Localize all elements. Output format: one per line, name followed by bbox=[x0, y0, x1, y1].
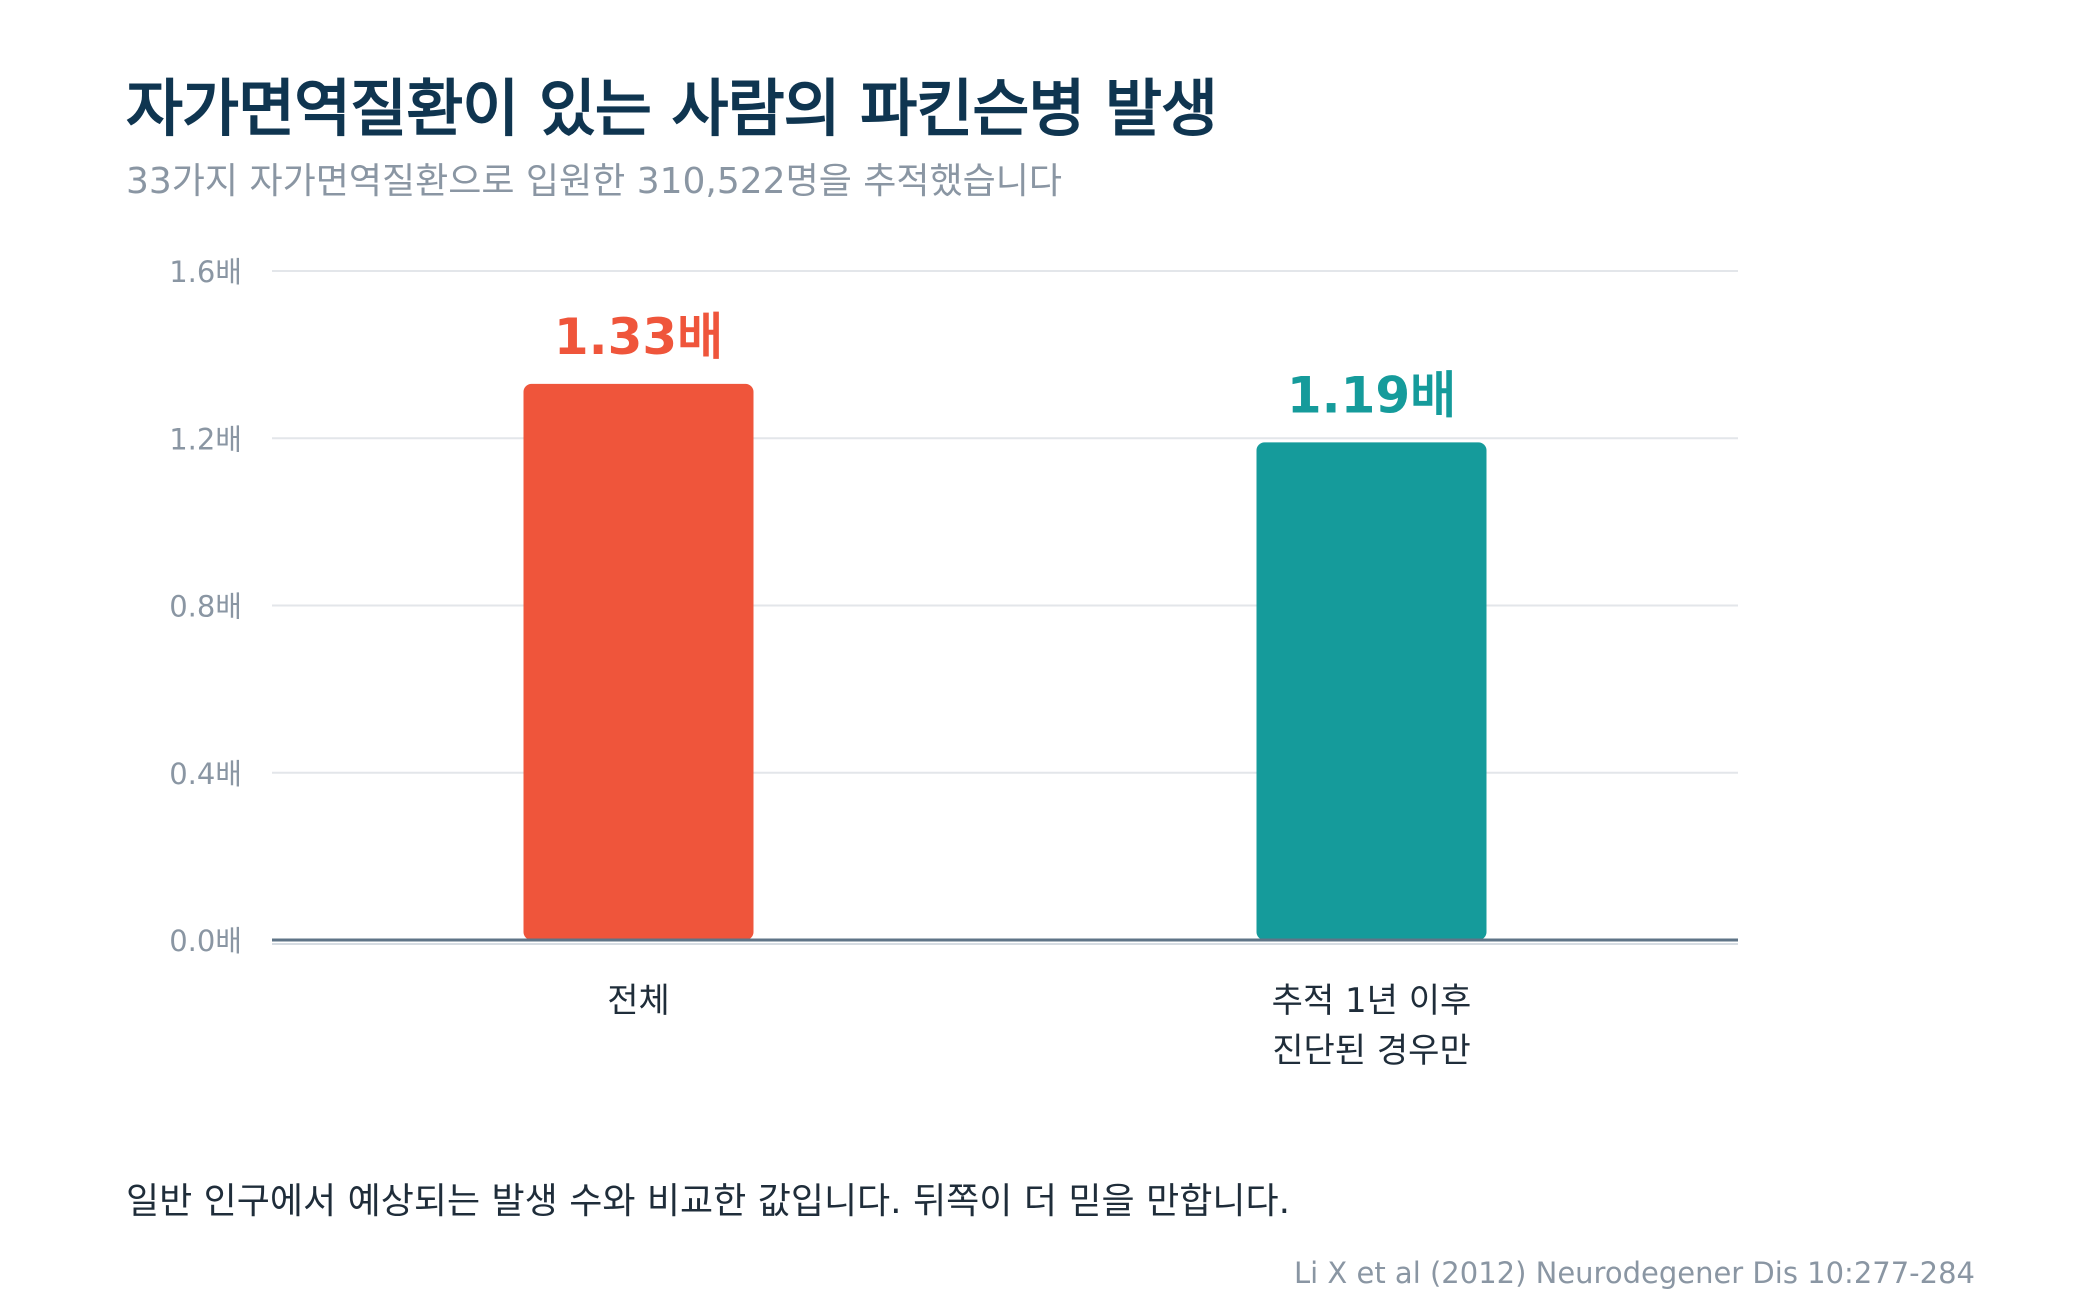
x-category-label: 추적 1년 이후 bbox=[1272, 981, 1472, 1021]
y-tick-label: 1.6배 bbox=[169, 255, 242, 289]
gridlines bbox=[272, 270, 1738, 774]
chart-subtitle: 33가지 자가면역질환으로 입원한 310,522명을 추적했습니다 bbox=[126, 161, 1062, 202]
source-citation: Li X et al (2012) Neurodegener Dis 10:27… bbox=[1293, 1256, 1975, 1290]
value-label: 1.19배 bbox=[1287, 366, 1456, 424]
x-axis-baseline bbox=[272, 938, 1738, 945]
bars bbox=[523, 383, 1487, 940]
y-tick-label: 0.4배 bbox=[169, 757, 242, 791]
footnote: 일반 인구에서 예상되는 발생 수와 비교한 값입니다. 뒤쪽이 더 믿을 만합… bbox=[126, 1181, 1291, 1222]
value-label: 1.33배 bbox=[554, 308, 723, 366]
value-labels: 1.33배 1.19배 bbox=[554, 308, 1456, 425]
y-tick-label: 1.2배 bbox=[169, 422, 242, 456]
chart-title: 자가면역질환이 있는 사람의 파킨슨병 발생 bbox=[126, 72, 1218, 145]
y-tick-label: 0.0배 bbox=[169, 924, 242, 958]
bar bbox=[1256, 442, 1487, 940]
x-category-label: 전체 bbox=[607, 981, 670, 1021]
bar bbox=[523, 383, 754, 940]
x-category-label: 진단된 경우만 bbox=[1272, 1031, 1471, 1071]
y-tick-label: 0.8배 bbox=[169, 590, 242, 624]
y-axis-ticks: 0.0배 0.4배 0.8배 1.2배 1.6배 bbox=[169, 255, 242, 958]
